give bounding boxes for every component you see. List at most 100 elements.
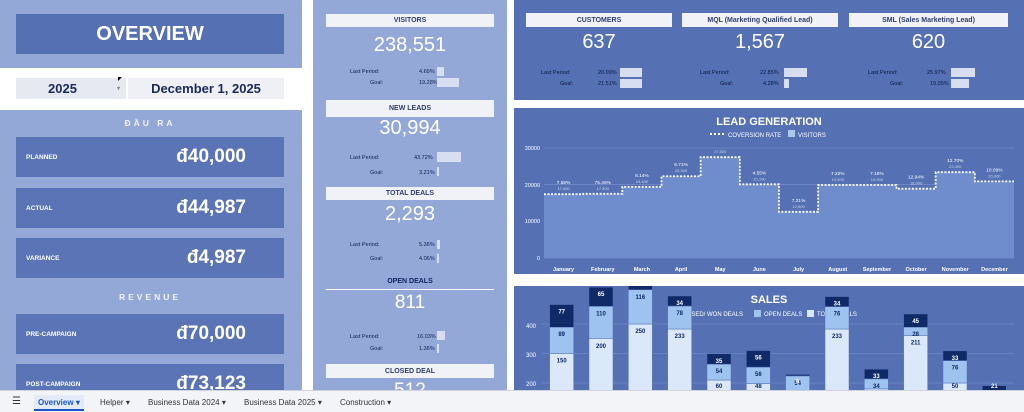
tab-overview[interactable]: Overview ▾ [34,395,84,411]
visitors-goal-bar [437,78,459,87]
sales-bar-total-label: 233 [675,334,686,340]
sales-bar-won-label: 65 [598,292,605,298]
new-leads-last-value: 43.72% [414,155,433,161]
chevron-down-icon: ▾ [221,398,226,407]
lg-xtick-label: January [553,267,575,273]
sales-ytick-300: 300 [526,353,537,359]
chevron-down-icon: ▾ [125,398,130,407]
new-leads-last-label: Last Period: [350,155,380,161]
tab-business-data-2024-label: Business Data 2024 [148,398,220,407]
sales-bar-total [667,328,692,390]
sales-bar-total-label: 50 [952,384,959,390]
sales-bar-total-label: 150 [557,359,568,365]
sales-bar-won-label: 33 [873,374,880,380]
open-deals-last-value: 16.03% [417,334,436,340]
pre-campaign-card: PRE-CAMPAIGN đ70,000 [16,314,284,354]
chevron-down-icon: ▾ [387,398,392,407]
revenue-heading: REVENUE [118,292,182,302]
sales-chart: SALES CLOSED/ WON DEALS OPEN DEALS TOTAL… [526,286,1014,390]
sales-bar-open-label: 54 [716,369,723,375]
total-deals-title: TOTAL DEALS [326,187,494,200]
visitors-last-bar [437,67,444,76]
post-campaign-label: POST-CAMPAIGN [26,380,81,388]
sales-bar-won-label: 34 [834,302,841,308]
lg-xtick-label: March [634,267,651,273]
sml-last-value: 25.97% [927,70,946,76]
sml-last-label: Last Period: [868,70,898,76]
mql-last-bar [784,68,807,77]
total-deals-value: 2,293 [384,203,436,225]
open-deals-goal-bar [437,344,439,353]
lg-visitor-label: 22,300 [675,168,688,173]
open-deals-last-label: Last Period: [350,334,380,340]
sml-goal-bar [951,79,969,88]
year-select[interactable]: 2025 ▾ [16,78,126,99]
legend-won-label: CLOSED/ WON DEALS [679,312,743,318]
customers-goal-label: Goal: [560,81,574,87]
page-title: OVERVIEW [16,14,284,54]
sales-bar-won [903,313,928,328]
sales-bar-won [982,385,1007,390]
visitors-goal-value: 19.28% [419,80,438,86]
new-leads-value: 30,994 [379,117,441,139]
legend-open-label: OPEN DEALS [764,312,802,318]
new-leads-last-bar [437,152,461,162]
sales-bar-open-label: 28 [912,332,919,338]
mql-goal-bar [784,79,789,88]
customers-last-label: Last Period: [541,70,571,76]
sales-bar-open-label: 54 [794,381,801,387]
lg-rate-label: 7.22% [831,171,845,177]
lg-ytick-30000: 30000 [525,146,540,152]
sales-ytick-400: 400 [526,324,537,330]
year-value: 2025 [48,81,77,96]
mql-goal-label: Goal: [720,81,734,87]
lg-ytick-0: 0 [537,256,540,262]
pre-campaign-label: PRE-CAMPAIGN [26,330,77,338]
sales-bar-total [588,338,614,390]
sales-bar-won-label: 21 [991,384,998,390]
sales-bar-won [864,368,889,380]
visitors-last-label: Last Period: [350,69,380,75]
all-sheets-menu-icon[interactable]: ☰ [12,396,21,407]
tab-helper[interactable]: Helper ▾ [96,395,134,411]
open-deals-goal-label: Goal: [370,346,384,352]
lg-visitor-label: 19,400 [636,179,649,184]
lg-visitor-label: 20,100 [753,176,766,181]
lg-xtick-label: December [981,267,1008,273]
mql-last-value: 22.85% [760,70,779,76]
sales-bar-open [549,326,574,354]
legend-open-swatch [754,310,761,317]
lg-rate-label: 4.55% [753,170,767,176]
date-picker[interactable]: December 1, 2025 [128,78,284,99]
total-deals-last-bar [437,240,440,249]
total-deals-last-value: 5.36% [419,242,435,248]
closed-deal-value: 512 [326,380,494,390]
sales-bar-total [628,323,653,390]
sales-bar-won-label: 35 [716,359,723,365]
mql-value: 1,567 [734,31,786,53]
lg-xtick-label: April [675,267,688,273]
sml-last-bar [951,68,975,77]
variance-value: đ4,987 [186,247,246,268]
sml-title: SML (Sales Marketing Lead) [849,13,1008,27]
sales-bar-open [824,306,850,330]
sales-bar-won [588,286,614,307]
tab-construction[interactable]: Construction ▾ [336,395,395,411]
corner-marker-icon [118,77,122,81]
chevron-down-icon: ▾ [75,398,80,407]
sheet-tab-bar: ☰ Overview ▾ Helper ▾ Business Data 2024… [0,390,1024,412]
legend-visitors-label: VISITORS [798,133,826,139]
tab-helper-label: Helper [100,398,124,407]
total-deals-last-label: Last Period: [350,242,380,248]
sales-bar-won [746,350,771,368]
sales-bar-open [588,306,614,339]
tab-business-data-2025[interactable]: Business Data 2025 ▾ [240,395,326,411]
customers-goal-value: 21.51% [598,81,617,87]
lg-visitor-label: 27,500 [714,149,727,154]
sales-bar-total-label: 233 [832,334,843,340]
sales-bar-open-label: 78 [676,311,683,317]
sales-bar-won-label: 5 [796,379,800,385]
lg-xtick-label: July [793,267,805,273]
tab-business-data-2024[interactable]: Business Data 2024 ▾ [144,395,230,411]
actual-value: đ44,987 [176,197,246,218]
